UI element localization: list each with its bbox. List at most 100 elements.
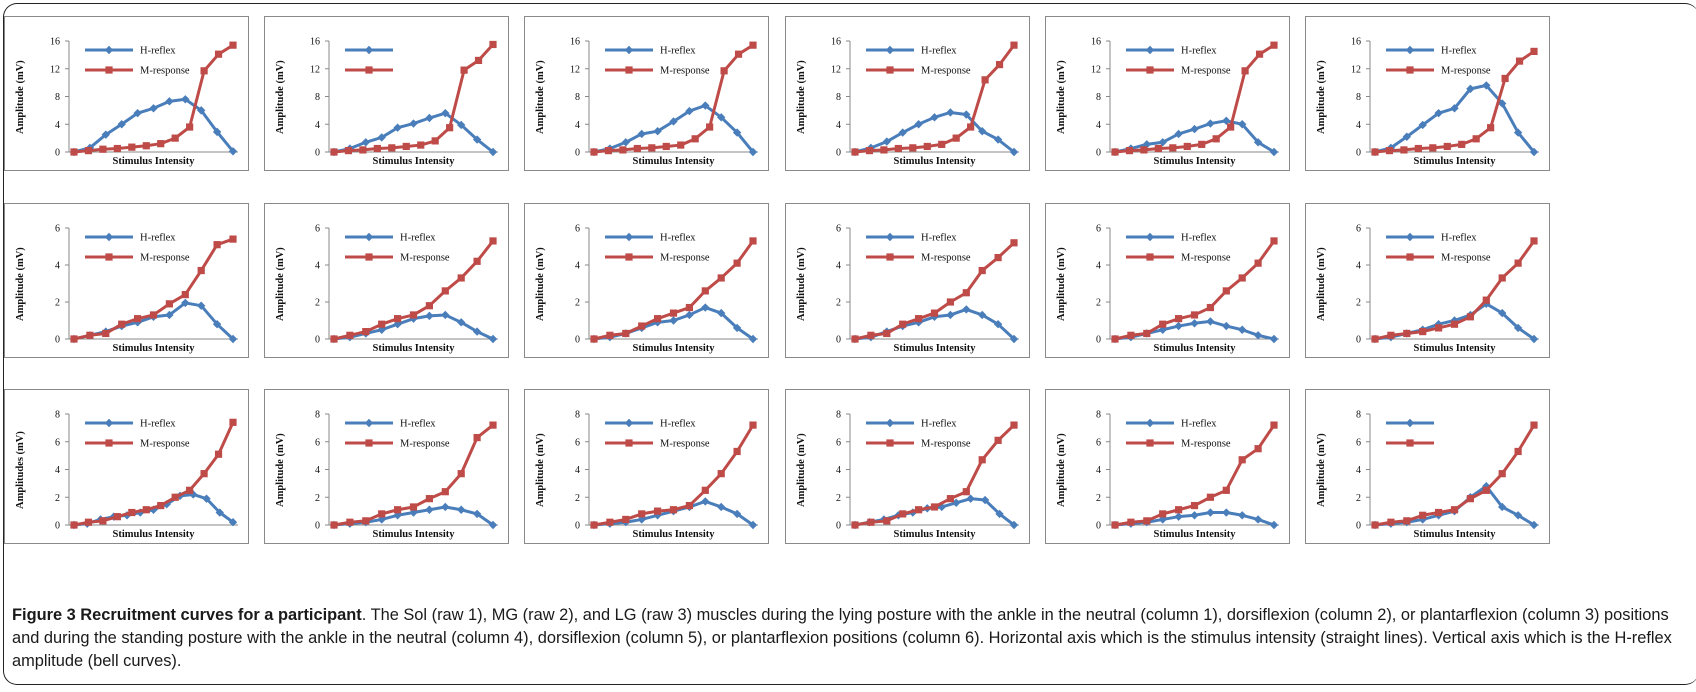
caption-text: . The Sol (raw 1), MG (raw 2), and LG (r… [12, 606, 1672, 670]
m-response-point [409, 503, 418, 511]
figure-caption: Figure 3 Recruitment curves for a partic… [12, 604, 1682, 673]
m-response-point [1169, 144, 1177, 152]
m-response-point [346, 518, 354, 526]
h-reflex-point [669, 316, 678, 325]
m-response-point [749, 237, 757, 245]
m-response-point [867, 331, 875, 339]
y-axis-title: Amplitude (mV) [535, 59, 546, 134]
legend-h-reflex-marker [624, 418, 634, 428]
figure-frame [3, 3, 1696, 685]
m-response-point [214, 450, 223, 458]
legend-h-reflex-label: H-reflex [140, 46, 176, 57]
legend-m-response-label: M-response [921, 439, 971, 450]
m-response-point [1111, 148, 1119, 156]
h-reflex-point [1009, 147, 1019, 157]
h-reflex-point [472, 327, 482, 336]
chart-panel-r2-c6: 0 2 4 6 H-reflex M-response Amplitude (mV) Stim… [1305, 203, 1550, 358]
y-tick-label: 2 [55, 493, 60, 504]
m-response-point [946, 495, 954, 503]
y-tick-label: 2 [1096, 298, 1101, 309]
m-response-point [633, 144, 641, 153]
legend-h-reflex-label: H-reflex [400, 233, 436, 244]
y-tick-label: 2 [1356, 298, 1361, 309]
y-tick-label: 6 [315, 224, 320, 235]
m-response-point [1498, 470, 1506, 478]
h-reflex-point [441, 310, 450, 320]
h-reflex-point [212, 127, 222, 137]
m-response-point [181, 291, 189, 299]
y-axis-title: Amplitude (mV) [15, 59, 26, 134]
h-reflex-point [993, 135, 1003, 144]
y-tick-label: 0 [55, 521, 60, 532]
m-response-point [685, 501, 693, 510]
legend-m-response-label: M-response [921, 253, 971, 264]
x-axis-title: Stimulus Intensity [1153, 156, 1236, 167]
h-reflex-point [377, 325, 386, 334]
m-response-point [994, 254, 1002, 262]
m-response-point [197, 266, 205, 275]
h-reflex-line [1374, 83, 1536, 154]
y-tick-label: 6 [836, 437, 841, 448]
chart-svg-r1-c6: 0 4 8 12 16 H-reflex M-response [1351, 37, 1539, 159]
m-response-point [425, 495, 433, 503]
m-response-point [1127, 518, 1135, 526]
m-response-point [1387, 518, 1395, 526]
h-reflex-point [117, 120, 126, 129]
legend-m-response-marker [1146, 253, 1154, 261]
m-response-point [1514, 447, 1522, 456]
y-tick-label: 0 [1356, 335, 1361, 346]
m-response-point [952, 134, 960, 142]
m-response-point [359, 146, 367, 154]
h-reflex-point [1009, 334, 1019, 344]
m-response-point [346, 331, 354, 339]
h-reflex-point [228, 147, 238, 156]
m-response-point [457, 470, 465, 478]
figure-panel-grid: 0 4 8 12 16 H-reflex M-response Amplitude (mV) S… [4, 16, 1550, 544]
legend-m-response-marker [625, 253, 633, 261]
legend-m-response-label: M-response [140, 66, 190, 77]
legend-h-reflex-label: H-reflex [921, 233, 957, 244]
chart-svg-r2-c6: 0 2 4 6 H-reflex M-response [1356, 224, 1539, 346]
legend-h-reflex-marker [364, 232, 374, 242]
y-tick-label: 6 [55, 437, 60, 448]
legend-m-response-marker [1406, 66, 1414, 74]
h-reflex-point [748, 334, 758, 344]
m-response-point [1419, 511, 1427, 519]
m-response-point [362, 517, 370, 525]
h-reflex-point [701, 497, 710, 506]
y-tick-label: 8 [1096, 92, 1101, 103]
h-reflex-point [1529, 334, 1539, 344]
m-response-point [638, 510, 646, 518]
chart-svg-r3-c3: 0 2 4 6 8 H-reflex M-response [575, 410, 758, 532]
m-response-point [388, 144, 396, 152]
h-reflex-point [181, 298, 190, 308]
m-response-point [330, 521, 338, 529]
y-axis-title: Amplitude (mV) [275, 432, 286, 507]
m-response-point [946, 298, 954, 306]
m-response-point [86, 331, 94, 339]
m-response-point [1270, 237, 1278, 245]
h-reflex-point [930, 312, 939, 321]
m-response-point [1435, 324, 1443, 332]
legend-m-response-marker [365, 253, 373, 261]
h-reflex-point [1009, 520, 1019, 530]
y-tick-label: 4 [1356, 261, 1361, 272]
m-response-point [118, 320, 126, 328]
h-reflex-point [1206, 317, 1215, 326]
m-response-point [851, 335, 859, 343]
y-tick-label: 0 [575, 335, 580, 346]
y-tick-label: 4 [55, 120, 60, 131]
m-response-point [685, 303, 693, 312]
x-axis-title: Stimulus Intensity [1413, 529, 1496, 540]
legend-m-response-marker [105, 253, 113, 261]
y-tick-label: 16 [1091, 37, 1101, 48]
m-response-point [489, 40, 497, 49]
m-response-point [402, 142, 410, 151]
y-tick-label: 6 [1096, 224, 1101, 235]
legend-m-response-marker [886, 439, 894, 447]
y-tick-label: 0 [836, 148, 841, 159]
chart-svg-r3-c6: 0 2 4 6 8 [1356, 410, 1539, 532]
m-response-point [1472, 135, 1480, 143]
h-reflex-point [1269, 334, 1279, 344]
m-response-point [149, 311, 158, 319]
